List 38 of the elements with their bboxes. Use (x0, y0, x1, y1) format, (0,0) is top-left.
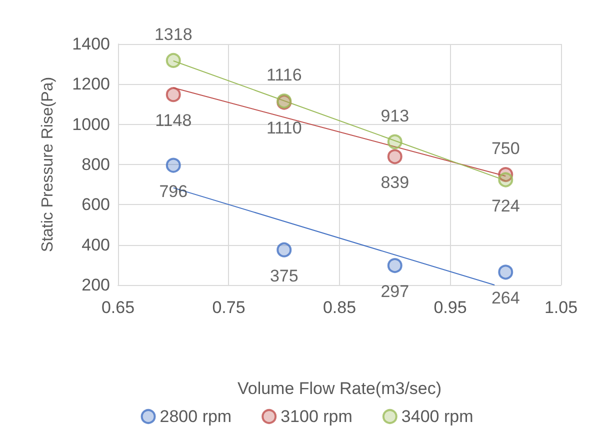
point (387, 134, 402, 150)
data-label: 750 (491, 139, 520, 158)
data-label: 796 (159, 182, 188, 201)
x-tick-label: 0.85 (322, 298, 356, 317)
data-label: 1148 (155, 111, 192, 130)
x-tick-label: 1.05 (544, 298, 578, 317)
y-tick-label: 1200 (72, 74, 110, 94)
data-label: 1318 (154, 24, 192, 44)
y-tick-label: 600 (82, 195, 110, 214)
x-axis-title: Volume Flow Rate(m3/sec) (237, 379, 442, 398)
y-tick-label: 800 (82, 155, 110, 174)
data-label: 297 (380, 282, 410, 302)
data-label: 1110 (266, 118, 302, 138)
point (166, 87, 181, 102)
x-tick-label: 0.75 (212, 298, 246, 317)
legend-label: 3100 rpm (280, 407, 352, 426)
point (387, 149, 402, 164)
point (166, 52, 181, 68)
data-label: 1116 (266, 66, 302, 85)
y-tick-label: 1400 (72, 34, 110, 54)
point (166, 158, 181, 173)
y-tick-label: 1000 (72, 114, 110, 134)
point (498, 264, 514, 280)
data-label: 839 (380, 173, 410, 192)
legend-label: 3400 rpm (401, 407, 474, 426)
data-label: 913 (380, 106, 410, 126)
x-tick-label: 0.65 (101, 298, 135, 317)
data-label: 264 (491, 288, 520, 308)
y-tick-label: 400 (82, 235, 110, 254)
x-tick-label: 0.95 (434, 298, 467, 317)
y-axis-title: Static Pressure Rise(Pa) (40, 76, 56, 252)
point (498, 172, 514, 188)
y-tick-label: 200 (82, 276, 110, 294)
data-label: 724 (491, 196, 520, 216)
legend-label: 2800 rpm (160, 407, 232, 426)
point (276, 242, 292, 258)
data-label: 375 (270, 266, 298, 286)
point (387, 258, 402, 274)
